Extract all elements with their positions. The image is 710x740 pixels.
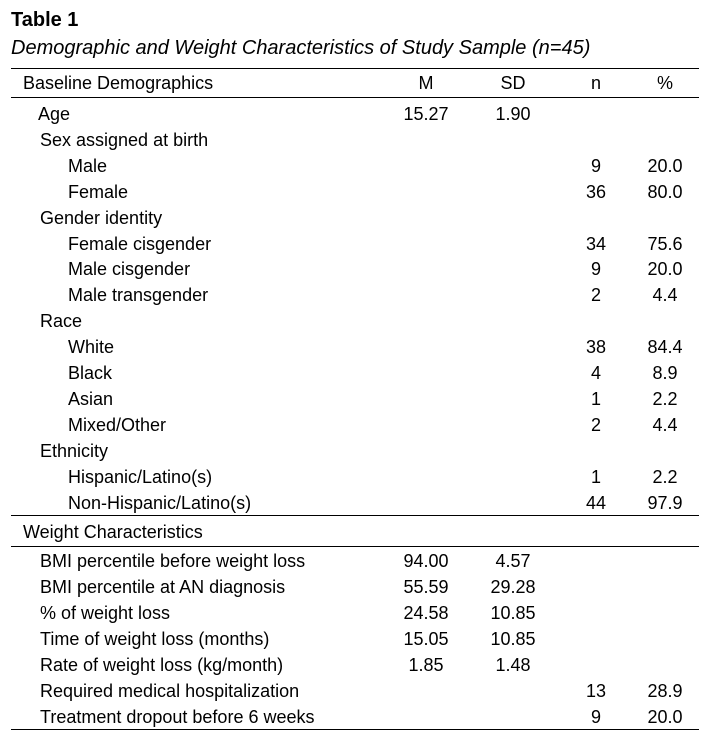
- row-label: Race: [40, 311, 83, 332]
- table-row: Female 36 80.0: [0, 179, 710, 205]
- row-label: Male cisgender: [68, 259, 191, 280]
- top-rule: [11, 68, 699, 69]
- header-section-label: Baseline Demographics: [23, 73, 214, 93]
- row-label: BMI percentile before weight loss: [40, 551, 306, 571]
- table-row: Male 9 20.0: [0, 153, 710, 179]
- table-row: Rate of weight loss (kg/month) 1.85 1.48: [0, 652, 710, 678]
- value-n: 34: [585, 233, 607, 254]
- row-label: White: [68, 337, 115, 358]
- table-row: Mixed/Other 2 4.4: [0, 412, 710, 438]
- table-row: Race: [0, 308, 710, 334]
- weight-section-row: Weight Characteristics: [0, 519, 710, 545]
- table-row: Non-Hispanic/Latino(s) 44 97.9: [0, 490, 710, 516]
- header-row: Baseline Demographics M SD n %: [0, 70, 710, 96]
- value-m: 24.58: [403, 603, 449, 623]
- section-rule: [11, 515, 699, 516]
- value-percent: 20.0: [647, 259, 683, 280]
- value-sd: 10.85: [490, 629, 536, 649]
- row-label: BMI percentile at AN diagnosis: [40, 577, 286, 597]
- value-n: 38: [585, 337, 607, 358]
- value-percent: 8.9: [652, 363, 678, 383]
- table-row: Black 4 8.9: [0, 360, 710, 386]
- value-n: 2: [590, 285, 601, 306]
- header-sd: SD: [500, 73, 526, 93]
- row-label: Male transgender: [68, 285, 209, 306]
- row-label: Sex assigned at birth: [40, 129, 209, 150]
- table-row: Ethnicity: [0, 438, 710, 464]
- value-percent: 20.0: [647, 155, 683, 176]
- row-label: Black: [68, 363, 113, 383]
- value-m: 55.59: [403, 577, 449, 597]
- value-sd: 4.57: [495, 551, 531, 571]
- table-row: Asian 1 2.2: [0, 386, 710, 412]
- header-n: n: [590, 73, 601, 93]
- table-row: % of weight loss 24.58 10.85: [0, 600, 710, 626]
- table-row: Gender identity: [0, 205, 710, 231]
- value-percent: 97.9: [647, 492, 683, 513]
- value-m: 94.00: [403, 551, 449, 571]
- table-row: Time of weight loss (months) 15.05 10.85: [0, 626, 710, 652]
- row-label: % of weight loss: [40, 603, 171, 623]
- table-row: Hispanic/Latino(s) 1 2.2: [0, 464, 710, 490]
- row-label: Female cisgender: [68, 233, 212, 254]
- value-n: 9: [590, 259, 601, 280]
- weight-rule: [11, 546, 699, 547]
- value-n: 9: [590, 707, 601, 727]
- value-percent: 84.4: [647, 337, 683, 358]
- header-rule: [11, 97, 699, 98]
- table-row: Sex assigned at birth: [0, 127, 710, 153]
- value-m: 1.85: [408, 655, 444, 675]
- table-row: Female cisgender 34 75.6: [0, 231, 710, 257]
- value-sd: 29.28: [490, 577, 536, 597]
- row-label: Ethnicity: [40, 440, 109, 461]
- bottom-rule: [11, 729, 699, 730]
- value-percent: 4.4: [652, 285, 678, 306]
- table-row: Male transgender 2 4.4: [0, 282, 710, 308]
- table-caption: Demographic and Weight Characteristics o…: [11, 37, 591, 59]
- table-row: BMI percentile at AN diagnosis 55.59 29.28: [0, 574, 710, 600]
- value-percent: 75.6: [647, 233, 683, 254]
- value-m: 15.05: [403, 629, 449, 649]
- row-label: Female: [68, 181, 129, 202]
- value-n: 1: [590, 466, 601, 487]
- value-percent: 80.0: [647, 181, 683, 202]
- value-n: 9: [590, 155, 601, 176]
- value-sd: 1.90: [495, 104, 531, 124]
- value-percent: 28.9: [647, 681, 683, 701]
- value-n: 44: [585, 492, 607, 513]
- row-label: Gender identity: [40, 207, 163, 228]
- value-n: 36: [585, 181, 607, 202]
- row-label: Male: [68, 155, 108, 176]
- value-sd: 1.48: [495, 655, 531, 675]
- value-n: 4: [590, 363, 601, 383]
- row-label: Treatment dropout before 6 weeks: [40, 707, 315, 727]
- table-row: White 38 84.4: [0, 334, 710, 360]
- table-row: Male cisgender 9 20.0: [0, 256, 710, 282]
- value-n: 13: [585, 681, 607, 701]
- value-percent: 20.0: [647, 707, 683, 727]
- row-label: Non-Hispanic/Latino(s): [68, 492, 252, 513]
- row-label: Age: [38, 104, 71, 124]
- value-sd: 10.85: [490, 603, 536, 623]
- row-label: Required medical hospitalization: [40, 681, 300, 701]
- value-m: 15.27: [403, 104, 449, 124]
- row-label: Hispanic/Latino(s): [68, 466, 213, 487]
- row-label: Rate of weight loss (kg/month): [40, 655, 284, 675]
- header-m: M: [418, 73, 434, 93]
- table-row: Treatment dropout before 6 weeks 9 20.0: [0, 704, 710, 730]
- weight-section-label: Weight Characteristics: [23, 522, 203, 542]
- value-percent: 2.2: [652, 388, 678, 409]
- value-n: 2: [590, 414, 601, 435]
- table-row: Required medical hospitalization 13 28.9: [0, 678, 710, 704]
- value-percent: 4.4: [652, 414, 678, 435]
- table-label: Table 1: [11, 9, 79, 31]
- row-label: Asian: [68, 388, 114, 409]
- row-label: Mixed/Other: [68, 414, 167, 435]
- header-percent: %: [656, 73, 673, 93]
- table-row: Age 15.27 1.90: [0, 101, 710, 127]
- value-percent: 2.2: [652, 466, 678, 487]
- value-n: 1: [590, 388, 601, 409]
- table-row: BMI percentile before weight loss 94.00 4.…: [0, 548, 710, 574]
- row-label: Time of weight loss (months): [40, 629, 270, 649]
